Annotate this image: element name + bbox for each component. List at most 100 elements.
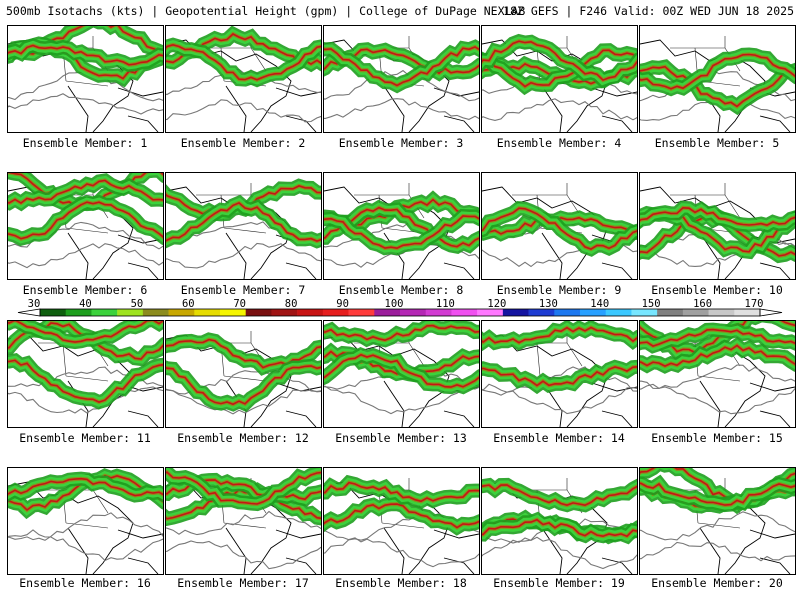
height-contour <box>640 511 795 541</box>
political-borders <box>38 36 109 87</box>
height-contour <box>482 536 637 570</box>
map-canvas <box>8 173 163 279</box>
colorbar-swatch <box>682 309 709 316</box>
height-contour <box>166 369 321 395</box>
height-contour <box>482 98 637 121</box>
isotach-band <box>166 479 321 501</box>
map-canvas <box>324 321 479 427</box>
coastline <box>482 186 637 279</box>
map-canvas <box>482 477 637 574</box>
ensemble-member-label: Ensemble Member: 19 <box>493 576 625 590</box>
isotach-band <box>166 471 321 505</box>
ensemble-map-panel <box>7 25 164 133</box>
wind-speed-colorbar: 30 40 50 60 70 80 90 100 110 120 130 140 150 160 170 <box>17 298 783 317</box>
political-borders <box>196 331 267 382</box>
ensemble-map-panel <box>639 25 796 133</box>
ensemble-map-panel <box>481 172 638 280</box>
coastline <box>640 186 795 279</box>
colorbar-swatch <box>245 309 272 316</box>
isotach-band <box>482 484 637 507</box>
ensemble-member-label: Ensemble Member: 1 <box>22 136 148 150</box>
map-canvas <box>640 321 795 427</box>
ensemble-map-panel <box>639 467 796 575</box>
ensemble-member-label: Ensemble Member: 13 <box>335 431 467 445</box>
colorbar-swatch <box>374 309 401 316</box>
coastline <box>324 334 479 427</box>
height-contour <box>166 540 321 570</box>
colorbar-right-arrow <box>759 308 783 317</box>
ensemble-map-panel <box>323 320 480 428</box>
isotach-band <box>482 40 637 82</box>
colorbar-swatch <box>65 309 92 316</box>
map-canvas <box>166 178 321 279</box>
isotach-band <box>482 207 637 250</box>
height-contour <box>8 386 163 414</box>
ensemble-member-label: Ensemble Member: 2 <box>180 136 306 150</box>
ensemble-member-label: Ensemble Member: 12 <box>177 431 309 445</box>
ensemble-map-panel <box>481 25 638 133</box>
ensemble-member-label: Ensemble Member: 16 <box>19 576 151 590</box>
ensemble-map-panel <box>481 320 638 428</box>
isotach-band <box>8 321 163 343</box>
colorbar-tick-label: 50 <box>131 298 144 310</box>
isotach-band <box>166 365 321 406</box>
map-canvas <box>324 36 479 132</box>
isotach-band <box>166 43 321 81</box>
height-contour <box>324 221 479 248</box>
map-header: 500mb Isotachs (kts) | Geopotential Heig… <box>6 4 794 20</box>
map-canvas <box>640 183 795 279</box>
isotach-band <box>324 481 479 503</box>
colorbar-tick-label: 100 <box>385 298 404 310</box>
colorbar-swatch <box>142 309 169 316</box>
map-canvas <box>166 468 321 574</box>
ensemble-member-label: Ensemble Member: 10 <box>651 283 783 297</box>
colorbar-swatch <box>477 309 504 316</box>
colorbar-swatch <box>117 309 144 316</box>
colorbar-swatch <box>91 309 118 316</box>
political-borders <box>354 36 425 87</box>
colorbar-tick-label: 40 <box>79 298 92 310</box>
isotach-band <box>482 49 637 88</box>
colorbar-swatch <box>734 309 761 316</box>
height-contour <box>640 541 795 562</box>
ensemble-map-panel <box>323 172 480 280</box>
height-contour <box>640 364 795 390</box>
height-contour <box>166 99 321 123</box>
ensemble-map-panel <box>323 467 480 575</box>
map-canvas <box>8 468 163 574</box>
colorbar-tick-label: 160 <box>693 298 712 310</box>
height-contour <box>640 383 795 415</box>
colorbar-swatch <box>502 309 529 316</box>
isotach-band <box>324 324 479 342</box>
coastline <box>482 334 637 427</box>
map-canvas <box>8 26 163 132</box>
isotach-band <box>8 201 163 240</box>
coastline <box>166 39 321 132</box>
map-canvas <box>482 183 637 279</box>
isotach-band <box>640 65 795 108</box>
isotach-band <box>640 344 795 367</box>
isotach-band <box>8 359 163 403</box>
isotach-band <box>640 206 795 227</box>
ensemble-map-panel <box>481 467 638 575</box>
colorbar-swatch <box>657 309 684 316</box>
colorbar-tick-label: 30 <box>28 298 41 310</box>
colorbar-tick-label: 130 <box>539 298 558 310</box>
isotach-band <box>166 338 321 369</box>
political-borders <box>670 36 741 87</box>
colorbar-tick-label: 90 <box>336 298 349 310</box>
ensemble-member-label: Ensemble Member: 4 <box>496 136 622 150</box>
ensemble-map-panel <box>639 172 796 280</box>
colorbar-tick-label: 110 <box>436 298 455 310</box>
colorbar-swatch <box>708 309 735 316</box>
height-contour <box>166 68 321 96</box>
height-contour <box>482 383 637 415</box>
ensemble-member-label: Ensemble Member: 17 <box>177 576 309 590</box>
map-canvas <box>482 33 637 132</box>
height-contour <box>324 537 479 568</box>
height-contour <box>8 529 163 562</box>
isotach-band <box>324 353 479 388</box>
isotach-band <box>324 46 479 87</box>
map-canvas <box>166 26 321 132</box>
colorbar-tick-label: 80 <box>285 298 298 310</box>
